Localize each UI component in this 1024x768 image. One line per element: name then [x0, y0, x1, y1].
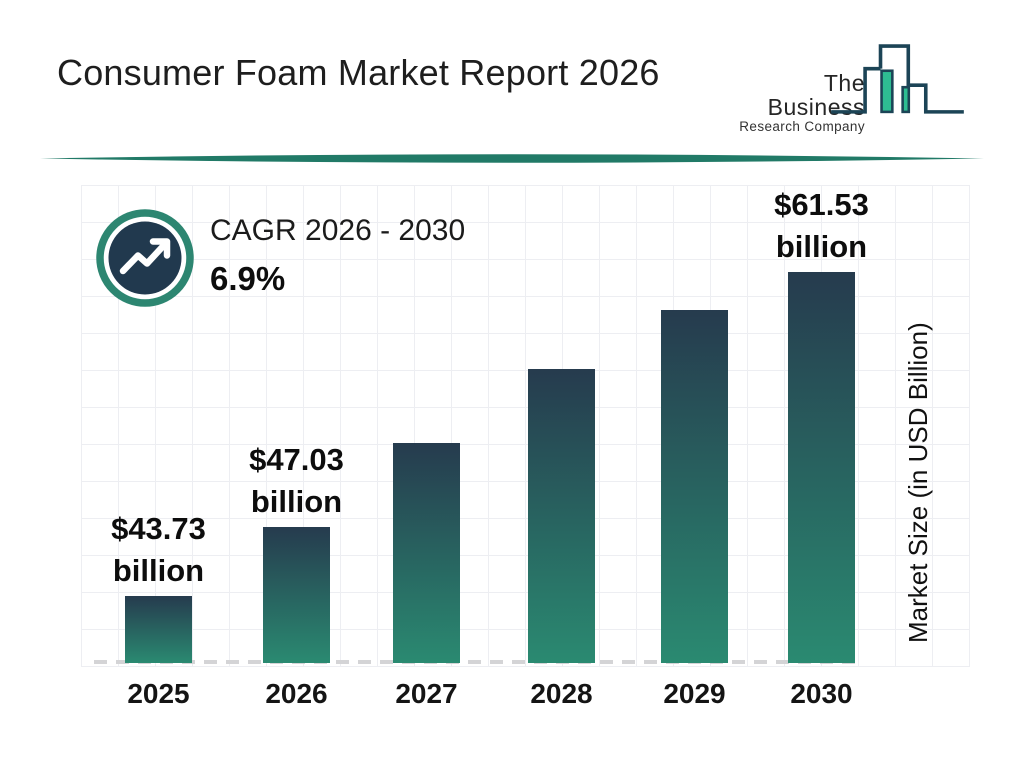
bar-2026	[263, 527, 330, 663]
bar-2025	[125, 596, 192, 663]
value-label-line: billion	[775, 229, 868, 264]
x-axis-label-2028: 2028	[530, 678, 593, 709]
x-axis-baseline	[94, 660, 858, 664]
value-label-2025: $43.73 billion	[67, 508, 251, 592]
page-title: Consumer Foam Market Report 2026	[57, 52, 660, 93]
value-label-line: billion	[250, 484, 343, 519]
value-label-2030: $61.53 billion	[730, 184, 914, 268]
logo-subname: Research Company	[739, 119, 865, 134]
cagr-value: 6.9%	[210, 260, 286, 297]
value-label-line: $43.73	[111, 511, 206, 546]
header-divider	[40, 154, 984, 163]
skyline-bar-chart-icon	[831, 44, 964, 114]
bar-2029	[661, 310, 728, 663]
company-logo: The Business Research Company	[723, 38, 993, 134]
bar-2028	[528, 369, 595, 663]
bar-2030	[788, 272, 855, 663]
value-label-line: $61.53	[774, 187, 869, 222]
x-axis-label-2029: 2029	[663, 678, 726, 709]
logo-name: The Business	[767, 70, 865, 120]
x-axis-label-2026: 2026	[265, 678, 328, 709]
y-axis-label: Market Size (in USD Billion)	[903, 322, 933, 643]
value-label-2026: $47.03 billion	[205, 439, 389, 523]
logo-text: The Business Research Company	[723, 71, 865, 134]
x-axis-label-2025: 2025	[127, 678, 190, 709]
x-axis-label-2030: 2030	[790, 678, 853, 709]
bar-2027	[393, 443, 460, 663]
value-label-line: billion	[112, 553, 205, 588]
cagr-label: CAGR 2026 - 2030	[210, 214, 466, 247]
value-label-line: $47.03	[249, 442, 344, 477]
x-axis-label-2027: 2027	[395, 678, 458, 709]
trending-up-icon	[96, 209, 194, 307]
